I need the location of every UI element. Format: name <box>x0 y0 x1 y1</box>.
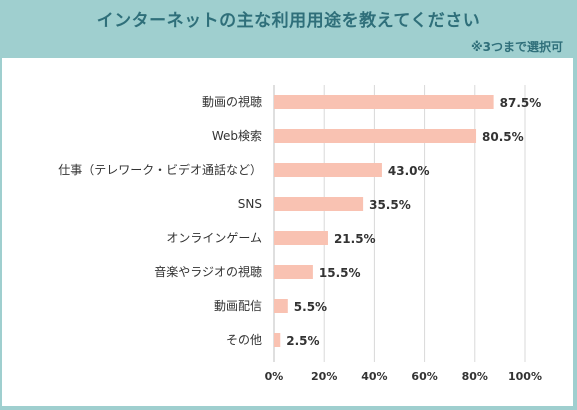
bar <box>274 197 364 211</box>
bar <box>274 333 281 347</box>
x-tick-label: 60% <box>411 370 437 383</box>
chart-title: インターネットの主な利用用途を教えてください <box>96 11 481 31</box>
value-label: 80.5% <box>482 130 524 144</box>
x-tick-label: 40% <box>361 370 387 383</box>
category-label: SNS <box>238 197 262 211</box>
bar <box>274 299 288 313</box>
value-label: 43.0% <box>388 164 430 178</box>
category-label: Web検索 <box>212 129 262 143</box>
selection-note: ※3つまで選択可 <box>470 40 563 54</box>
category-label: 動画配信 <box>214 299 262 313</box>
category-label: 仕事（テレワーク・ビデオ通話など） <box>58 162 262 177</box>
value-label: 35.5% <box>369 198 411 212</box>
value-label: 87.5% <box>500 96 542 110</box>
bar <box>274 265 313 279</box>
bar <box>274 231 328 245</box>
value-label: 2.5% <box>286 334 319 348</box>
category-label: 音楽やラジオの視聴 <box>154 264 262 279</box>
x-tick-label: 0% <box>265 370 284 383</box>
bar <box>274 95 494 109</box>
value-label: 5.5% <box>294 300 327 314</box>
x-tick-label: 80% <box>462 370 488 383</box>
x-tick-label: 100% <box>508 370 542 383</box>
category-label: 動画の視聴 <box>202 94 262 109</box>
value-label: 15.5% <box>319 266 361 280</box>
bar <box>274 163 382 177</box>
category-label: オンラインゲーム <box>166 231 262 245</box>
category-label: その他 <box>226 333 262 347</box>
value-label: 21.5% <box>334 232 376 246</box>
bar <box>274 129 477 143</box>
x-tick-label: 20% <box>311 370 337 383</box>
